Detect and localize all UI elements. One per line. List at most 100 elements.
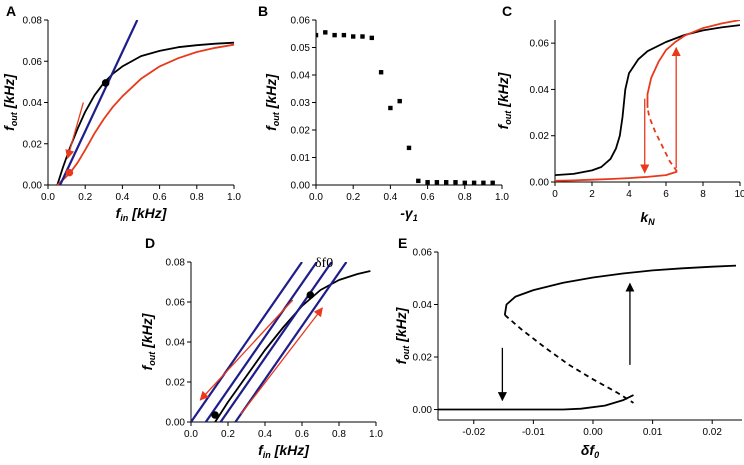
y-tick-label: 0.04 <box>413 300 433 311</box>
x-tick-label: 0.02 <box>702 427 722 438</box>
y-tick-label: 0.06 <box>291 16 311 27</box>
x-label-main: f <box>258 442 264 458</box>
y-tick-label: 0.00 <box>291 181 311 192</box>
data-point <box>388 105 393 111</box>
data-point <box>453 180 458 185</box>
x-axis-label: -γ1 <box>400 205 417 223</box>
data-point <box>332 32 337 38</box>
red-intersection <box>65 168 74 177</box>
x-tick-label: 0.6 <box>421 192 435 203</box>
red-arrow <box>65 102 84 160</box>
x-tick-label: 0.8 <box>190 192 204 203</box>
data-point <box>316 32 319 38</box>
y-tick-label: 0.08 <box>23 16 43 27</box>
y-label-main: f <box>393 358 409 364</box>
y-axis-label: fout [kHz] <box>263 73 281 131</box>
y-tick-label: 0.08 <box>166 258 186 269</box>
x-label-sub: in <box>120 213 129 223</box>
red-down-arrow <box>199 299 294 401</box>
x-label-main: -γ <box>400 205 414 221</box>
y-tick-label: 0.06 <box>530 39 550 50</box>
y-label-main: f <box>495 123 511 129</box>
x-tick-label: 0.4 <box>383 192 397 203</box>
plot-area <box>56 20 234 185</box>
lower-branch <box>438 394 634 411</box>
panel-label: A <box>6 3 16 19</box>
red-unstable-branch <box>646 107 678 173</box>
x-tick-label: 2 <box>589 189 595 200</box>
data-point <box>471 180 477 185</box>
y-label-rest: [kHz] <box>393 306 409 345</box>
y-tick-label: 0.02 <box>23 139 43 150</box>
y-axis-label: fout [kHz] <box>139 312 157 370</box>
y-axis-label: fout [kHz] <box>1 73 19 131</box>
x-tick-label: 1.0 <box>495 192 509 203</box>
y-tick-label: 0.05 <box>291 43 311 54</box>
x-tick-label: 0 <box>552 189 558 200</box>
y-label-main: f <box>139 364 155 370</box>
x-tick-label: 6 <box>663 189 669 200</box>
data-point <box>406 145 412 151</box>
y-tick-label: 0.00 <box>166 418 186 429</box>
x-tick-label: 0.6 <box>153 192 167 203</box>
y-tick-label: 0.04 <box>530 85 550 96</box>
x-tick-label: 0.2 <box>346 192 360 203</box>
data-point <box>369 35 374 41</box>
data-point <box>462 180 467 185</box>
plot-area <box>555 20 740 182</box>
y-tick-label: 0.06 <box>413 248 433 259</box>
x-tick-label: 1.0 <box>227 192 241 203</box>
y-label-rest: [kHz] <box>263 73 279 112</box>
y-tick-label: 0.02 <box>166 378 186 389</box>
plot-area <box>438 264 737 411</box>
y-tick-label: 0.04 <box>291 71 311 82</box>
y-tick-label: 0.02 <box>291 126 311 137</box>
data-point <box>481 180 486 185</box>
red-upper-branch <box>646 20 740 108</box>
x-tick-label: 8 <box>700 189 706 200</box>
x-tick-label: 10 <box>734 189 744 200</box>
y-tick-label: 0.03 <box>291 98 311 109</box>
y-label-sub: out <box>503 110 513 125</box>
x-tick-label: 0.0 <box>309 192 323 203</box>
panel-a: A 0.0 0.2 0.4 0.6 0.8 1.0 0.00 0.02 0.04 0.06 0.08 f… <box>1 3 241 223</box>
x-label-main: k <box>640 209 649 225</box>
blue-line <box>59 20 139 185</box>
x-tick-label: 0.4 <box>258 429 272 440</box>
data-point <box>425 180 430 185</box>
data-point <box>434 180 440 185</box>
y-tick-label: 0.04 <box>23 98 43 109</box>
y-label-rest: [kHz] <box>139 312 155 351</box>
y-axis-label: fout [kHz] <box>393 306 411 364</box>
y-tick-label: 0.06 <box>23 57 43 68</box>
x-label-sub: 1 <box>413 213 418 223</box>
x-tick-label: 0.4 <box>115 192 129 203</box>
black-intersection <box>101 79 110 87</box>
x-label-sub: in <box>263 450 272 460</box>
upper-branch <box>503 264 737 316</box>
x-tick-label: 0.6 <box>295 429 309 440</box>
red-up-arrow <box>240 307 323 415</box>
y-tick-label: 0.00 <box>23 181 43 192</box>
x-tick-label: 0.2 <box>221 429 235 440</box>
y-label-sub: out <box>271 111 281 126</box>
panel-b: B 0.0 0.2 0.4 0.6 0.8 1.0 0.00 0.01 0.02 0.03 0.04 0… <box>258 3 509 223</box>
upper-intersection <box>306 291 315 299</box>
blue-line-3 <box>219 262 333 422</box>
panel-label: B <box>258 3 268 19</box>
x-tick-label: 0.0 <box>41 192 55 203</box>
y-tick-label: 0.02 <box>413 353 433 364</box>
plot-area <box>191 262 371 422</box>
x-tick-label: 1.0 <box>369 429 383 440</box>
data-point <box>323 30 328 35</box>
x-axis-label: δf0 <box>581 442 599 460</box>
y-label-sub: out <box>401 345 411 360</box>
x-tick-label: 0.00 <box>583 427 603 438</box>
x-label-main: f <box>116 205 122 221</box>
x-axis-label: fin [kHz] <box>116 205 168 223</box>
x-label-rest: [kHz] <box>271 442 310 458</box>
panel-label: C <box>502 3 512 19</box>
y-tick-label: 0.02 <box>530 131 550 142</box>
y-tick-label: 0.00 <box>413 405 433 416</box>
